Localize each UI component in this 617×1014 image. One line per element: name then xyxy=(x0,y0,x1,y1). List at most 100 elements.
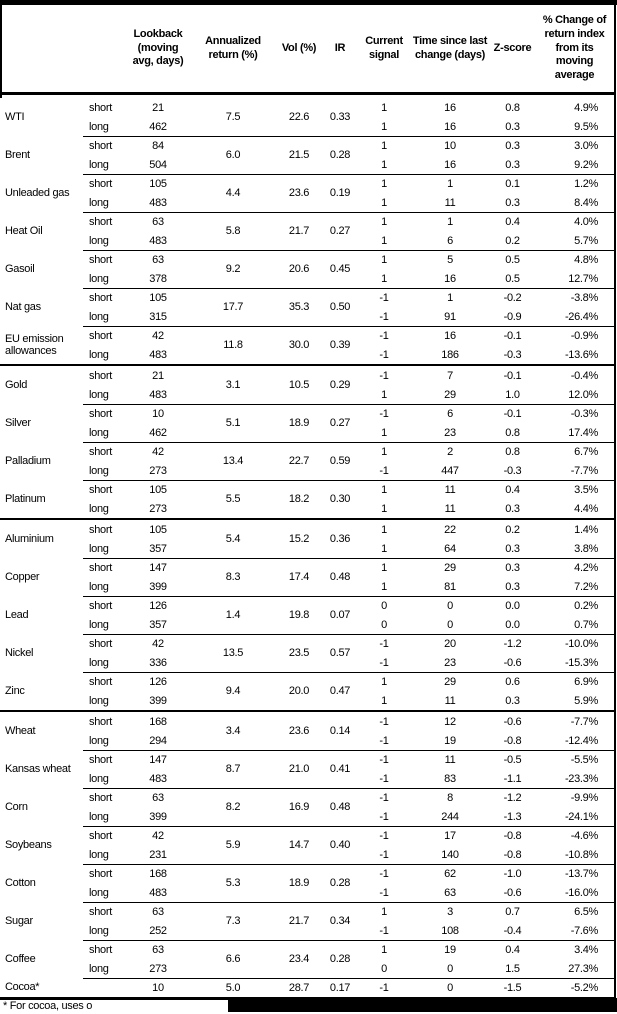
commodity-name: Platinum xyxy=(5,492,46,505)
signal-value: 1 xyxy=(381,694,387,707)
time-since-value: 22 xyxy=(444,523,456,536)
table-body: WTI short 21 1 16 0.8 4.9% long 462 1 16 0.3 9.5% 7.5… xyxy=(0,98,614,997)
ir-value: 0.48 xyxy=(329,571,351,583)
row-label: long xyxy=(89,426,109,439)
commodity-block: Sugar short 63 1 3 0.7 6.5% long 252 -1 108 -0.4 -7.… xyxy=(0,902,614,940)
row-label: short xyxy=(89,791,112,804)
ir-value: 0.59 xyxy=(329,455,351,467)
annualized-return-value: 8.3 xyxy=(225,571,241,583)
signal-value: 1 xyxy=(381,158,387,171)
ir-value: 0.34 xyxy=(329,915,351,927)
pct-change-value: 3.4% xyxy=(574,943,598,956)
row-separator xyxy=(83,326,614,327)
vol-value: 23.6 xyxy=(288,725,310,737)
row-label: long xyxy=(89,310,109,323)
commodity-block: Unleaded gas short 105 1 1 0.1 1.2% long 483 1 11 0… xyxy=(0,174,614,212)
row-label: short xyxy=(89,599,112,612)
lookback-value: 105 xyxy=(149,177,167,190)
time-since-value: 19 xyxy=(444,734,456,747)
row-separator xyxy=(83,864,614,865)
commodity-name: Lead xyxy=(5,608,29,621)
annualized-return-value: 7.3 xyxy=(225,915,241,927)
col-header-time-since-change: Time since last change (days) xyxy=(412,34,488,61)
annualized-return-value: 4.4 xyxy=(225,187,241,199)
pct-change-value: -5.2% xyxy=(570,981,599,994)
annualized-return-value: 6.6 xyxy=(225,953,241,965)
annualized-return-value: 5.0 xyxy=(225,981,241,994)
pct-change-value: -3.8% xyxy=(570,291,599,304)
lookback-value: 63 xyxy=(152,253,164,266)
ir-value: 0.39 xyxy=(329,339,351,351)
lookback-value: 63 xyxy=(152,905,164,918)
pct-change-value: 6.9% xyxy=(574,675,598,688)
vol-value: 18.2 xyxy=(288,493,310,505)
time-since-value: 1 xyxy=(447,177,453,190)
zscore-value: 0.3 xyxy=(505,694,520,707)
row-separator xyxy=(83,558,614,559)
vol-value: 19.8 xyxy=(288,609,310,621)
lookback-value: 42 xyxy=(152,445,164,458)
signal-value: 1 xyxy=(381,196,387,209)
commodity-block: WTI short 21 1 16 0.8 4.9% long 462 1 16 0.3 9.5% 7.5… xyxy=(0,98,614,136)
commodity-name: Unleaded gas xyxy=(5,186,70,199)
lookback-value: 10 xyxy=(152,981,164,994)
annualized-return-value: 7.5 xyxy=(225,111,241,123)
signal-value: 1 xyxy=(381,253,387,266)
row-label: short xyxy=(89,329,112,342)
pct-change-value: 9.5% xyxy=(574,120,598,133)
zscore-value: -0.5 xyxy=(503,753,522,766)
pct-change-value: -5.5% xyxy=(570,753,599,766)
vol-value: 35.3 xyxy=(288,301,310,313)
zscore-value: -1.3 xyxy=(503,810,522,823)
vol-value: 28.7 xyxy=(288,981,310,994)
signal-value: 1 xyxy=(381,523,387,536)
time-since-value: 16 xyxy=(444,158,456,171)
ir-value: 0.29 xyxy=(329,379,351,391)
vol-value: 16.9 xyxy=(288,801,310,813)
signal-value: 1 xyxy=(381,388,387,401)
ir-value: 0.14 xyxy=(329,725,351,737)
signal-value: 1 xyxy=(381,561,387,574)
zscore-value: -0.1 xyxy=(503,369,522,382)
pct-change-value: -16.0% xyxy=(564,886,598,899)
commodity-block: Copper short 147 1 29 0.3 4.2% long 399 1 81 0.3 7.2… xyxy=(0,558,614,596)
commodity-block: EU emission allowances short 42 -1 16 -0.1 -0.… xyxy=(0,326,614,364)
time-since-value: 11 xyxy=(444,694,456,707)
vol-value: 22.6 xyxy=(288,111,310,123)
row-label: short xyxy=(89,445,112,458)
zscore-value: -1.5 xyxy=(503,981,522,994)
annualized-return-value: 1.4 xyxy=(225,609,241,621)
signal-value: -1 xyxy=(379,848,389,861)
time-since-value: 20 xyxy=(444,637,456,650)
lookback-value: 126 xyxy=(149,599,167,612)
signal-value: -1 xyxy=(379,715,389,728)
lookback-value: 147 xyxy=(149,753,167,766)
zscore-value: 0.3 xyxy=(505,542,520,555)
row-label xyxy=(83,978,126,997)
time-since-value: 1 xyxy=(447,215,453,228)
time-since-value: 23 xyxy=(444,656,456,669)
commodity-name: Silver xyxy=(5,416,31,429)
commodity-name: Soybeans xyxy=(5,838,52,851)
lookback-value: 504 xyxy=(149,158,167,171)
zscore-value: 0.3 xyxy=(505,502,520,515)
commodity-name: Nat gas xyxy=(5,300,41,313)
annualized-return-value: 5.3 xyxy=(225,877,241,889)
signal-value: -1 xyxy=(379,348,389,361)
vol-value: 14.7 xyxy=(288,839,310,851)
lookback-value: 399 xyxy=(149,694,167,707)
ir-value: 0.36 xyxy=(329,533,351,545)
row-separator xyxy=(83,442,614,443)
commodity-block: Brent short 84 1 10 0.3 3.0% long 504 1 16 0.3 9.2% 6… xyxy=(0,136,614,174)
row-separator xyxy=(83,250,614,251)
pct-change-value: -0.4% xyxy=(570,369,599,382)
lookback-value: 462 xyxy=(149,426,167,439)
pct-change-value: -13.6% xyxy=(564,348,598,361)
vol-value: 15.2 xyxy=(288,533,310,545)
time-since-value: 29 xyxy=(444,388,456,401)
time-since-value: 140 xyxy=(441,848,459,861)
signal-value: -1 xyxy=(379,772,389,785)
zscore-value: 0.8 xyxy=(505,426,520,439)
vol-value: 21.7 xyxy=(288,915,310,927)
pct-change-value: 0.7% xyxy=(574,618,598,631)
